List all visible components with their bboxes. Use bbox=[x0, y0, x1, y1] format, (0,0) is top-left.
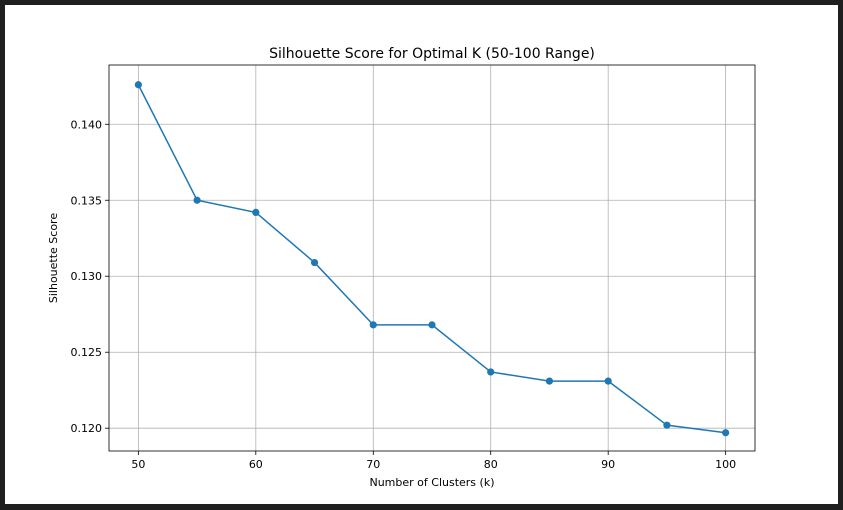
y-tick-label: 0.125 bbox=[71, 346, 103, 359]
series-layer bbox=[134, 81, 730, 437]
data-point bbox=[722, 429, 730, 437]
grid-layer bbox=[109, 65, 755, 451]
x-tick-label: 60 bbox=[249, 458, 263, 471]
x-tick-label: 100 bbox=[715, 458, 736, 471]
x-tick-label: 70 bbox=[366, 458, 380, 471]
line-chart: 50 60 70 80 90 100 0.120 0.125 0.130 0.135 0.140 S… bbox=[47, 46, 756, 489]
plot-frame bbox=[108, 64, 756, 452]
x-tick-label: 80 bbox=[484, 458, 498, 471]
y-tick-label: 0.135 bbox=[71, 194, 103, 207]
x-axis-label: Number of Clusters (k) bbox=[369, 476, 494, 489]
y-tick-label: 0.120 bbox=[71, 422, 103, 435]
data-point bbox=[252, 208, 260, 217]
data-point bbox=[428, 321, 436, 329]
data-point bbox=[193, 196, 201, 204]
y-tick-label: 0.130 bbox=[71, 270, 103, 283]
y-tick-label: 0.140 bbox=[71, 118, 103, 131]
x-tick-label: 90 bbox=[601, 458, 615, 471]
x-tick-label: 50 bbox=[131, 458, 145, 471]
data-point bbox=[545, 377, 554, 385]
series-line bbox=[137, 84, 726, 434]
data-point bbox=[310, 258, 319, 267]
y-axis-label: Silhouette Score bbox=[47, 213, 60, 303]
data-point bbox=[369, 321, 377, 329]
data-point bbox=[663, 421, 671, 429]
data-point bbox=[604, 377, 612, 385]
data-point bbox=[487, 368, 495, 376]
figure-canvas: 50 60 70 80 90 100 0.120 0.125 0.130 0.135 0.140 S… bbox=[5, 5, 838, 504]
chart-title: Silhouette Score for Optimal K (50-100 R… bbox=[269, 46, 595, 62]
tick-layer: 50 60 70 80 90 100 0.120 0.125 0.130 0.135 0.140 bbox=[71, 118, 737, 471]
data-point bbox=[134, 81, 142, 89]
